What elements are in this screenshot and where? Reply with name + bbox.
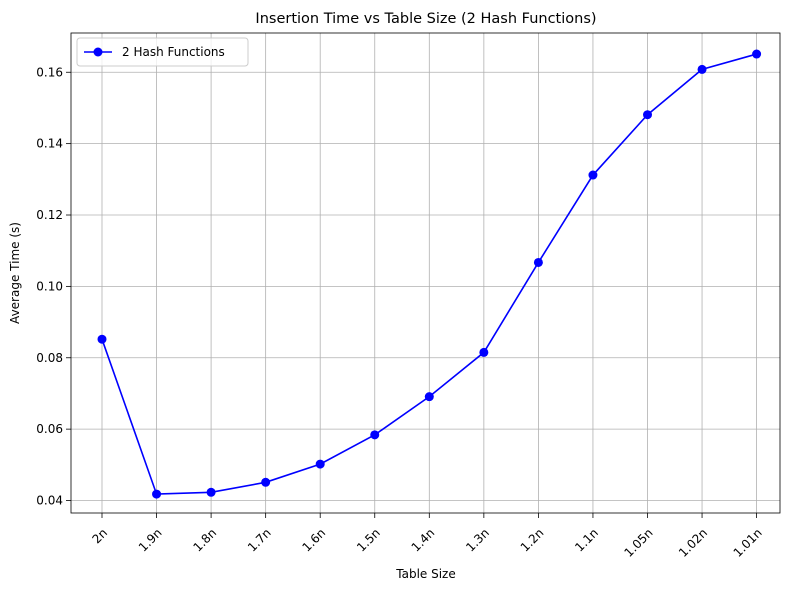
grid	[71, 33, 780, 513]
y-tick-label: 0.16	[36, 65, 63, 79]
x-tick-label: 1.2n	[518, 526, 547, 555]
y-tick-label: 0.12	[36, 208, 63, 222]
legend-marker-sample	[93, 47, 103, 57]
data-point	[424, 392, 434, 402]
x-tick-label: 1.4n	[409, 526, 438, 555]
x-tick-label: 1.3n	[463, 526, 492, 555]
x-axis-label: Table Size	[395, 567, 455, 581]
data-point	[697, 64, 707, 74]
x-tick-label: 1.8n	[190, 526, 219, 555]
y-tick-label: 0.08	[36, 351, 63, 365]
legend: 2 Hash Functions	[76, 37, 249, 67]
data-point	[588, 170, 598, 180]
series-layer	[97, 49, 762, 499]
x-tick-label: 1.01n	[731, 526, 765, 560]
legend-frame	[76, 37, 249, 67]
plot-frame	[70, 32, 781, 514]
x-tick-label: 2n	[89, 526, 110, 547]
data-point	[97, 334, 107, 344]
data-point	[261, 477, 271, 487]
data-point	[370, 430, 380, 440]
y-tick-label: 0.14	[36, 137, 63, 151]
x-tick-label: 1.6n	[300, 526, 329, 555]
x-tick-label: 1.1n	[572, 526, 601, 555]
y-axis-ticks: 0.04 0.06 0.08 0.10 0.12 0.14 0.16	[36, 65, 71, 508]
data-point	[533, 257, 543, 267]
x-axis-ticks: 2n 1.9n 1.8n 1.7n 1.6n 1.5n 1.4n 1.3n 1.2n 1.1n 1.…	[89, 513, 765, 560]
y-tick-label: 0.04	[36, 494, 63, 508]
data-point	[206, 487, 216, 497]
data-point	[752, 49, 762, 59]
data-point	[315, 459, 325, 469]
chart-title: Insertion Time vs Table Size (2 Hash Fun…	[255, 11, 596, 27]
x-tick-label: 1.9n	[136, 526, 165, 555]
x-tick-label: 1.05n	[621, 526, 655, 560]
data-point	[643, 110, 652, 120]
y-tick-label: 0.06	[36, 422, 63, 436]
x-tick-label: 1.5n	[354, 526, 383, 555]
x-tick-label: 1.7n	[245, 526, 274, 555]
y-tick-label: 0.10	[36, 279, 63, 293]
axes	[70, 32, 781, 514]
x-tick-label: 1.02n	[676, 526, 710, 560]
legend-label: 2 Hash Functions	[122, 45, 225, 59]
data-point	[479, 347, 489, 357]
data-point	[152, 489, 162, 499]
y-axis-label: Average Time (s)	[8, 222, 22, 324]
